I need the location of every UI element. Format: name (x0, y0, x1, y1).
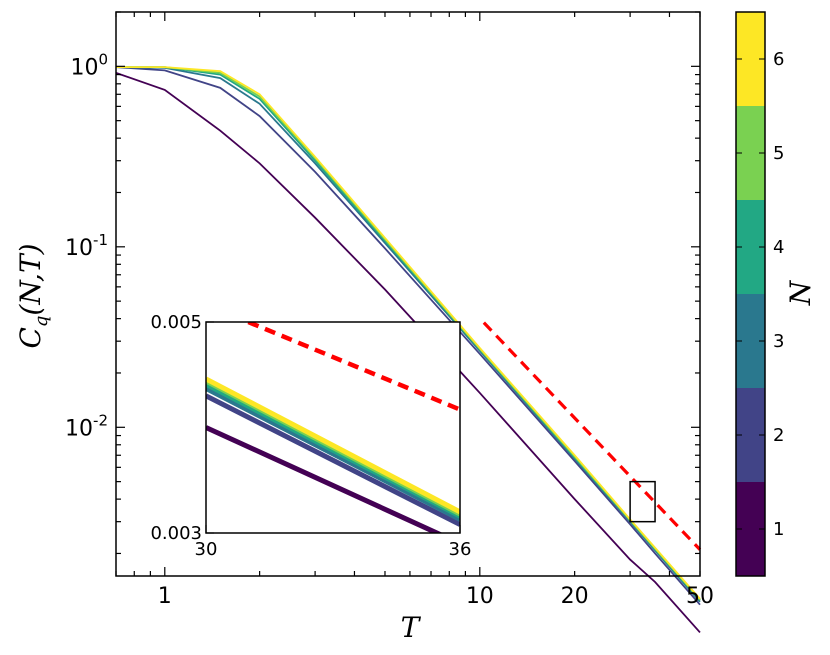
colorbar-frame (735, 11, 766, 577)
y-tick-label: 10-1 (65, 231, 108, 261)
inset-reference-dashed-line (247, 322, 460, 412)
y-axis-title: Cq(N,T) (14, 243, 52, 348)
reference-dashed-line (482, 321, 702, 551)
x-tick-label: 50 (686, 584, 714, 609)
y-axis-title-main: C (14, 327, 47, 348)
series-line-N2 (115, 66, 701, 606)
x-tick-label: 10 (466, 584, 494, 609)
inset-series-line-N2 (206, 393, 460, 527)
inset-series-line-N3 (206, 386, 460, 522)
inset-y-tick-label: 0.005 (150, 312, 202, 333)
colorbar-tick-label: 5 (773, 143, 784, 164)
zoom-box (629, 480, 656, 523)
inset-curves (206, 322, 460, 533)
series-line-N1 (115, 72, 701, 634)
inset-ticks: 30 36 0.003 0.005 (150, 312, 471, 560)
inset-x-tick-label: 30 (195, 539, 218, 560)
colorbar-tick-label: 4 (773, 237, 784, 258)
main-axis-ticks: 1 10 20 50 100 10-1 10-2 (65, 11, 714, 609)
y-axis-title-sub: q (31, 316, 52, 328)
inset-series-line-N6 (206, 376, 460, 515)
main-reference-line (482, 321, 702, 551)
x-tick-label: 20 (561, 584, 589, 609)
inset-frame (205, 321, 461, 534)
x-tick-label: 1 (158, 584, 172, 609)
inset-x-tick-label: 36 (449, 539, 472, 560)
inset-series-line-N1 (206, 425, 443, 533)
colorbar-tick-label: 3 (773, 331, 784, 352)
main-plot-frame (115, 11, 701, 577)
colorbar-tick-label: 1 (773, 519, 784, 540)
y-tick-label: 10-2 (65, 411, 108, 441)
y-axis-title-args: (N,T) (14, 243, 47, 315)
x-axis-title: T (401, 611, 422, 644)
colorbar: 1 2 3 4 5 6 (735, 11, 784, 577)
colorbar-tick-label: 6 (773, 49, 784, 70)
colorbar-tick-label: 2 (773, 425, 784, 446)
y-tick-label: 100 (70, 50, 108, 80)
colorbar-title: N (784, 279, 817, 306)
inset-y-tick-label: 0.003 (150, 523, 202, 544)
series-line-N6 (116, 66, 701, 600)
main-curves (115, 66, 701, 634)
